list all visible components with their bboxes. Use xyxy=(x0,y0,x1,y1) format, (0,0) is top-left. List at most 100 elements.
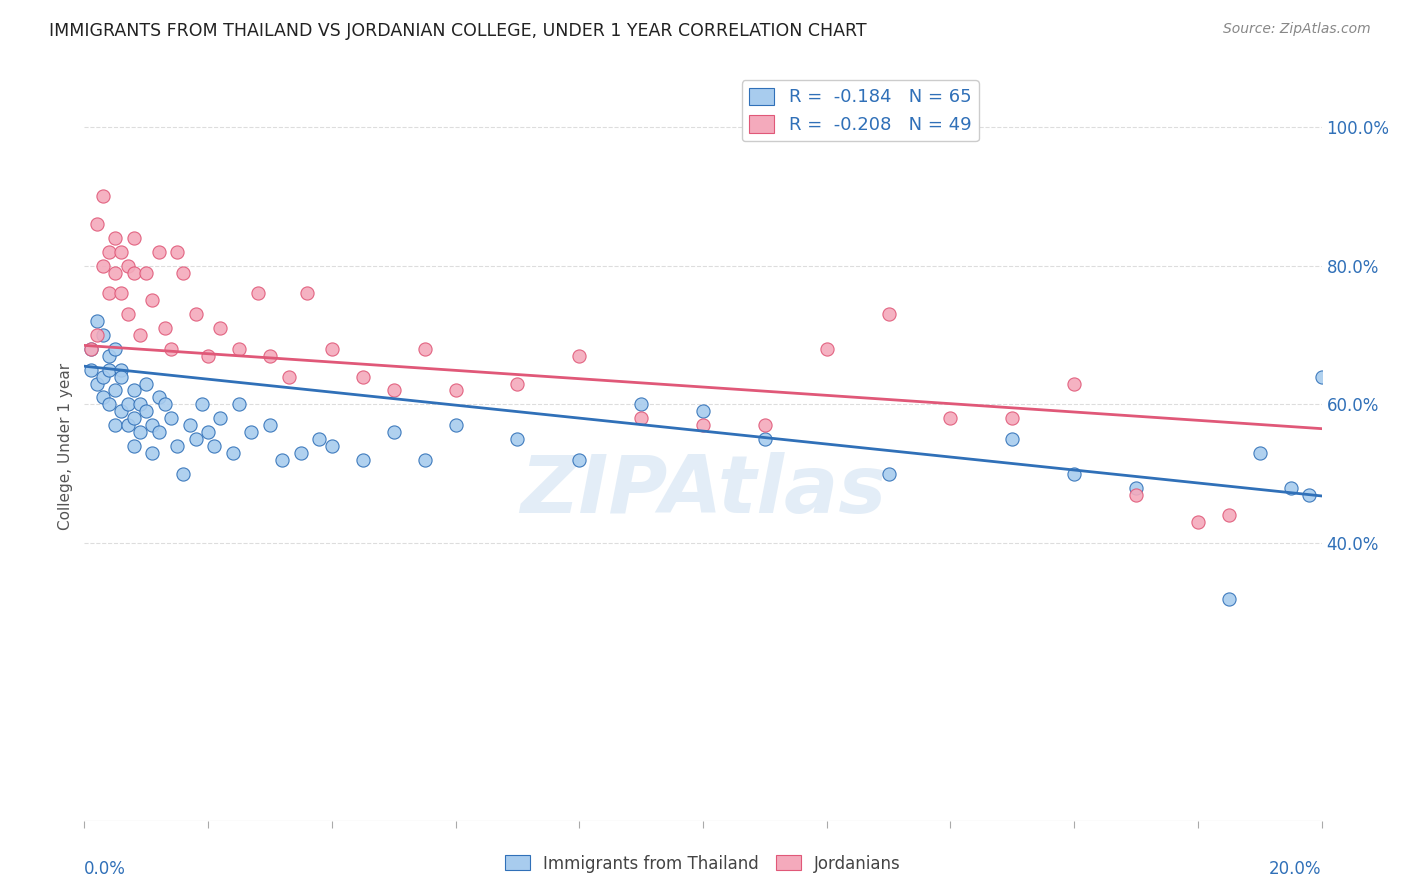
Point xyxy=(271,453,294,467)
Point xyxy=(184,307,207,321)
Point xyxy=(86,328,108,343)
Point xyxy=(1298,487,1320,501)
Point xyxy=(277,369,299,384)
Point xyxy=(160,411,183,425)
Point xyxy=(129,397,152,411)
Point xyxy=(91,391,114,405)
Point xyxy=(815,342,838,356)
Point xyxy=(1063,467,1085,481)
Point xyxy=(117,307,139,321)
Point xyxy=(240,425,263,439)
Point xyxy=(1310,369,1333,384)
Point xyxy=(246,286,269,301)
Point xyxy=(754,418,776,433)
Point xyxy=(98,362,121,376)
Point xyxy=(630,397,652,411)
Point xyxy=(259,418,281,433)
Point xyxy=(202,439,225,453)
Point xyxy=(110,286,132,301)
Point xyxy=(166,439,188,453)
Point xyxy=(877,467,900,481)
Text: IMMIGRANTS FROM THAILAND VS JORDANIAN COLLEGE, UNDER 1 YEAR CORRELATION CHART: IMMIGRANTS FROM THAILAND VS JORDANIAN CO… xyxy=(49,22,868,40)
Point xyxy=(98,397,121,411)
Text: 20.0%: 20.0% xyxy=(1270,860,1322,878)
Text: 0.0%: 0.0% xyxy=(84,860,127,878)
Point xyxy=(197,349,219,363)
Point xyxy=(98,286,121,301)
Point xyxy=(630,411,652,425)
Point xyxy=(877,307,900,321)
Point xyxy=(122,384,145,398)
Point xyxy=(141,293,163,308)
Point xyxy=(110,362,132,376)
Point xyxy=(1125,487,1147,501)
Legend: R =  -0.184   N = 65, R =  -0.208   N = 49: R = -0.184 N = 65, R = -0.208 N = 49 xyxy=(742,80,979,142)
Point xyxy=(135,266,157,280)
Point xyxy=(148,391,170,405)
Point xyxy=(295,286,318,301)
Point xyxy=(79,362,101,376)
Point xyxy=(692,404,714,418)
Point xyxy=(1001,432,1024,446)
Point xyxy=(413,453,436,467)
Y-axis label: College, Under 1 year: College, Under 1 year xyxy=(58,362,73,530)
Point xyxy=(122,266,145,280)
Point xyxy=(172,467,194,481)
Point xyxy=(79,342,101,356)
Point xyxy=(129,425,152,439)
Point xyxy=(141,418,163,433)
Point xyxy=(104,342,127,356)
Point xyxy=(148,425,170,439)
Point xyxy=(110,244,132,259)
Point xyxy=(321,342,343,356)
Point xyxy=(117,397,139,411)
Point xyxy=(104,231,127,245)
Point xyxy=(91,259,114,273)
Point xyxy=(91,189,114,203)
Point xyxy=(1218,591,1240,606)
Point xyxy=(222,446,245,460)
Point xyxy=(1125,481,1147,495)
Point xyxy=(568,349,591,363)
Point xyxy=(122,411,145,425)
Point xyxy=(228,342,250,356)
Point xyxy=(153,321,176,335)
Point xyxy=(104,266,127,280)
Point xyxy=(98,244,121,259)
Point xyxy=(160,342,183,356)
Point xyxy=(308,432,330,446)
Point xyxy=(209,321,232,335)
Text: Source: ZipAtlas.com: Source: ZipAtlas.com xyxy=(1223,22,1371,37)
Point xyxy=(104,418,127,433)
Point xyxy=(382,425,405,439)
Point xyxy=(321,439,343,453)
Point xyxy=(86,376,108,391)
Point xyxy=(290,446,312,460)
Point xyxy=(184,432,207,446)
Legend: Immigrants from Thailand, Jordanians: Immigrants from Thailand, Jordanians xyxy=(498,848,908,880)
Point xyxy=(135,376,157,391)
Point xyxy=(79,342,101,356)
Point xyxy=(179,418,201,433)
Point xyxy=(444,418,467,433)
Point xyxy=(1218,508,1240,523)
Text: ZIPAtlas: ZIPAtlas xyxy=(520,452,886,530)
Point xyxy=(110,404,132,418)
Point xyxy=(91,328,114,343)
Point xyxy=(91,369,114,384)
Point xyxy=(86,217,108,231)
Point xyxy=(692,418,714,433)
Point xyxy=(382,384,405,398)
Point xyxy=(191,397,214,411)
Point xyxy=(506,432,529,446)
Point xyxy=(117,259,139,273)
Point xyxy=(1001,411,1024,425)
Point xyxy=(352,369,374,384)
Point xyxy=(754,432,776,446)
Point xyxy=(1279,481,1302,495)
Point xyxy=(135,404,157,418)
Point xyxy=(228,397,250,411)
Point xyxy=(1187,516,1209,530)
Point xyxy=(117,418,139,433)
Point xyxy=(98,349,121,363)
